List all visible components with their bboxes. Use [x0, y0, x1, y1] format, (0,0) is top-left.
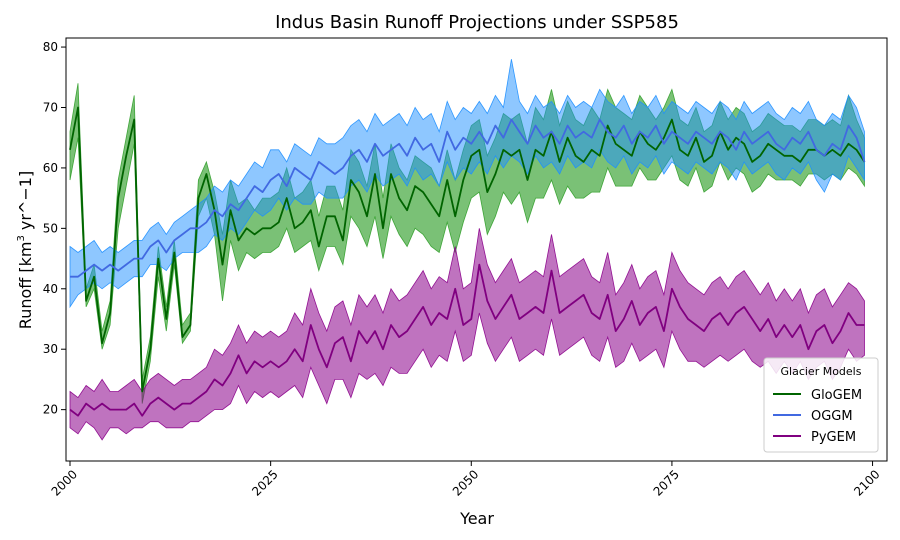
x-tick-label: 2025 [249, 467, 280, 498]
legend: Glacier Models GloGEM OGGM PyGEM [763, 357, 879, 453]
oggm-mean-line [70, 118, 866, 278]
legend-title: Glacier Models [781, 365, 862, 378]
plot-area [69, 59, 866, 441]
y-axis-label: Runoff [km3 yr^−1] [16, 171, 35, 329]
y-tick-label: 40 [43, 282, 58, 296]
pygem-mean-line [69, 263, 865, 417]
y-axis: 20 30 40 50 60 70 80 [43, 40, 66, 417]
x-axis: 2000 2025 2050 2075 2100 [49, 461, 883, 499]
y-tick-label: 50 [43, 221, 58, 235]
y-axis-label-rest: yr^−1] [16, 171, 35, 235]
y-tick-label: 70 [43, 100, 58, 114]
x-tick-label: 2100 [851, 467, 882, 498]
y-tick-label: 60 [43, 161, 58, 175]
x-axis-label: Year [459, 509, 494, 528]
legend-label-pygem: PyGEM [811, 430, 856, 445]
y-axis-label-main: Runoff [km [16, 242, 35, 330]
chart-title: Indus Basin Runoff Projections under SSP… [275, 12, 679, 33]
y-tick-label: 80 [43, 40, 58, 54]
y-axis-label-sup: 3 [16, 235, 27, 241]
y-tick-label: 30 [43, 342, 58, 356]
legend-items: GloGEM OGGM PyGEM [773, 388, 862, 445]
legend-box [763, 357, 879, 453]
x-tick-label: 2000 [49, 467, 80, 498]
y-tick-label: 20 [43, 403, 58, 417]
oggm-range-band [69, 59, 865, 309]
legend-label-glogem: GloGEM [811, 388, 862, 403]
plot-frame [65, 37, 888, 462]
x-tick-label: 2075 [651, 467, 682, 498]
x-tick-label: 2050 [450, 467, 481, 498]
pygem-range-band [69, 228, 865, 441]
legend-label-oggm: OGGM [811, 409, 853, 424]
